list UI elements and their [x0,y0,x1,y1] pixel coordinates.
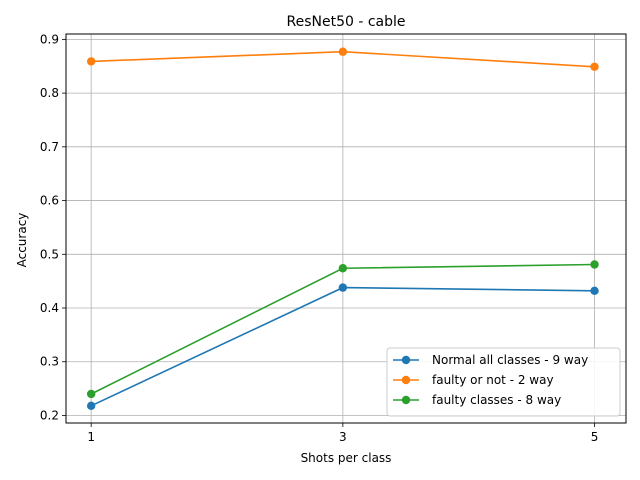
y-axis-label: Accuracy [15,213,29,268]
x-tick-label: 5 [591,430,599,444]
series-2-point [590,62,599,71]
y-tick-label: 0.3 [40,355,59,369]
x-tick-label: 3 [339,430,347,444]
legend-marker-3 [401,395,411,405]
y-tick-label: 0.5 [40,247,59,261]
chart-title: ResNet50 - cable [286,14,405,30]
y-tick-label: 0.8 [40,86,59,100]
series-3-point [86,389,96,399]
series-1-point [86,401,96,411]
series-1-point [590,286,599,296]
y-tick-label: 0.2 [40,408,59,422]
series-1-point [338,283,348,292]
x-axis-label: Shots per class [301,451,392,465]
series-lines [86,47,599,411]
y-tick-label: 0.9 [40,32,59,46]
series-3-point [590,260,599,269]
legend-label-1: Normal all classes - 9 way [432,353,588,367]
series-3-point [338,264,348,273]
legend-marker-1 [401,355,411,365]
y-tick-label: 0.4 [40,301,59,315]
legend-label-3: faulty classes - 8 way [432,393,561,407]
y-tick-label: 0.6 [40,194,59,208]
plot-frame [65,33,627,424]
series-2-point [338,47,348,56]
x-tick-label: 1 [87,430,95,444]
grid [66,34,626,423]
legend-marker-2 [401,375,411,385]
legend-box [386,347,621,417]
series-2-point [86,57,96,66]
y-tick-label: 0.7 [40,140,59,154]
legend: Normal all classes - 9 way faulty or not … [386,347,621,417]
legend-label-2: faulty or not - 2 way [432,373,554,387]
axis-ticks: 1 3 5 0.2 0.3 0.4 0.5 0.6 0.7 0.8 0.9 [40,32,598,444]
